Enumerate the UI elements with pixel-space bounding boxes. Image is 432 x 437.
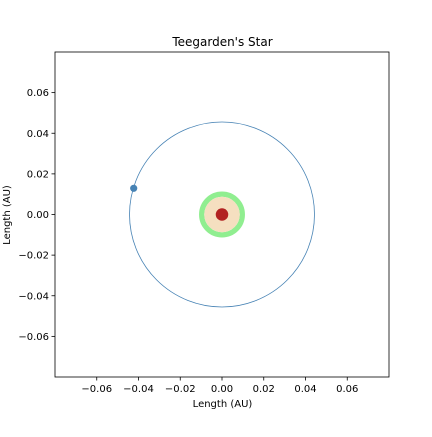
y-tick-label-4: 0.02 [27, 169, 49, 180]
x-tick-label-3: 0.00 [211, 384, 233, 395]
x-tick-label-2: −0.02 [165, 384, 196, 395]
habitable-zone-ring [199, 191, 245, 238]
star-marker [215, 208, 229, 221]
y-tick-label-2: −0.02 [18, 251, 49, 262]
y-tick-label-5: 0.04 [27, 129, 49, 140]
x-tick-label-6: 0.06 [336, 384, 358, 395]
planet-marker-0 [130, 184, 138, 192]
x-tick-label-1: −0.04 [123, 384, 154, 395]
y-tick-label-1: −0.04 [18, 291, 49, 302]
plot-content [129, 121, 315, 308]
x-tick-label-0: −0.06 [81, 384, 112, 395]
plot-area [129, 121, 315, 308]
chart-title: Teegarden's Star [171, 35, 272, 49]
planet-orbit-0 [129, 121, 315, 308]
x-tick-label-4: 0.02 [253, 384, 275, 395]
axes-group: −0.06 −0.04 −0.02 0.00 0.02 0.04 0.06 −0.06 −0.0… [18, 51, 390, 395]
y-tick-label-3: 0.00 [27, 210, 49, 221]
y-tick-label-6: 0.06 [27, 88, 49, 99]
y-tick-label-0: −0.06 [18, 332, 49, 343]
y-axis-label: Length (AU) [2, 185, 13, 245]
x-axis-label: Length (AU) [193, 399, 253, 410]
x-tick-label-5: 0.04 [294, 384, 316, 395]
